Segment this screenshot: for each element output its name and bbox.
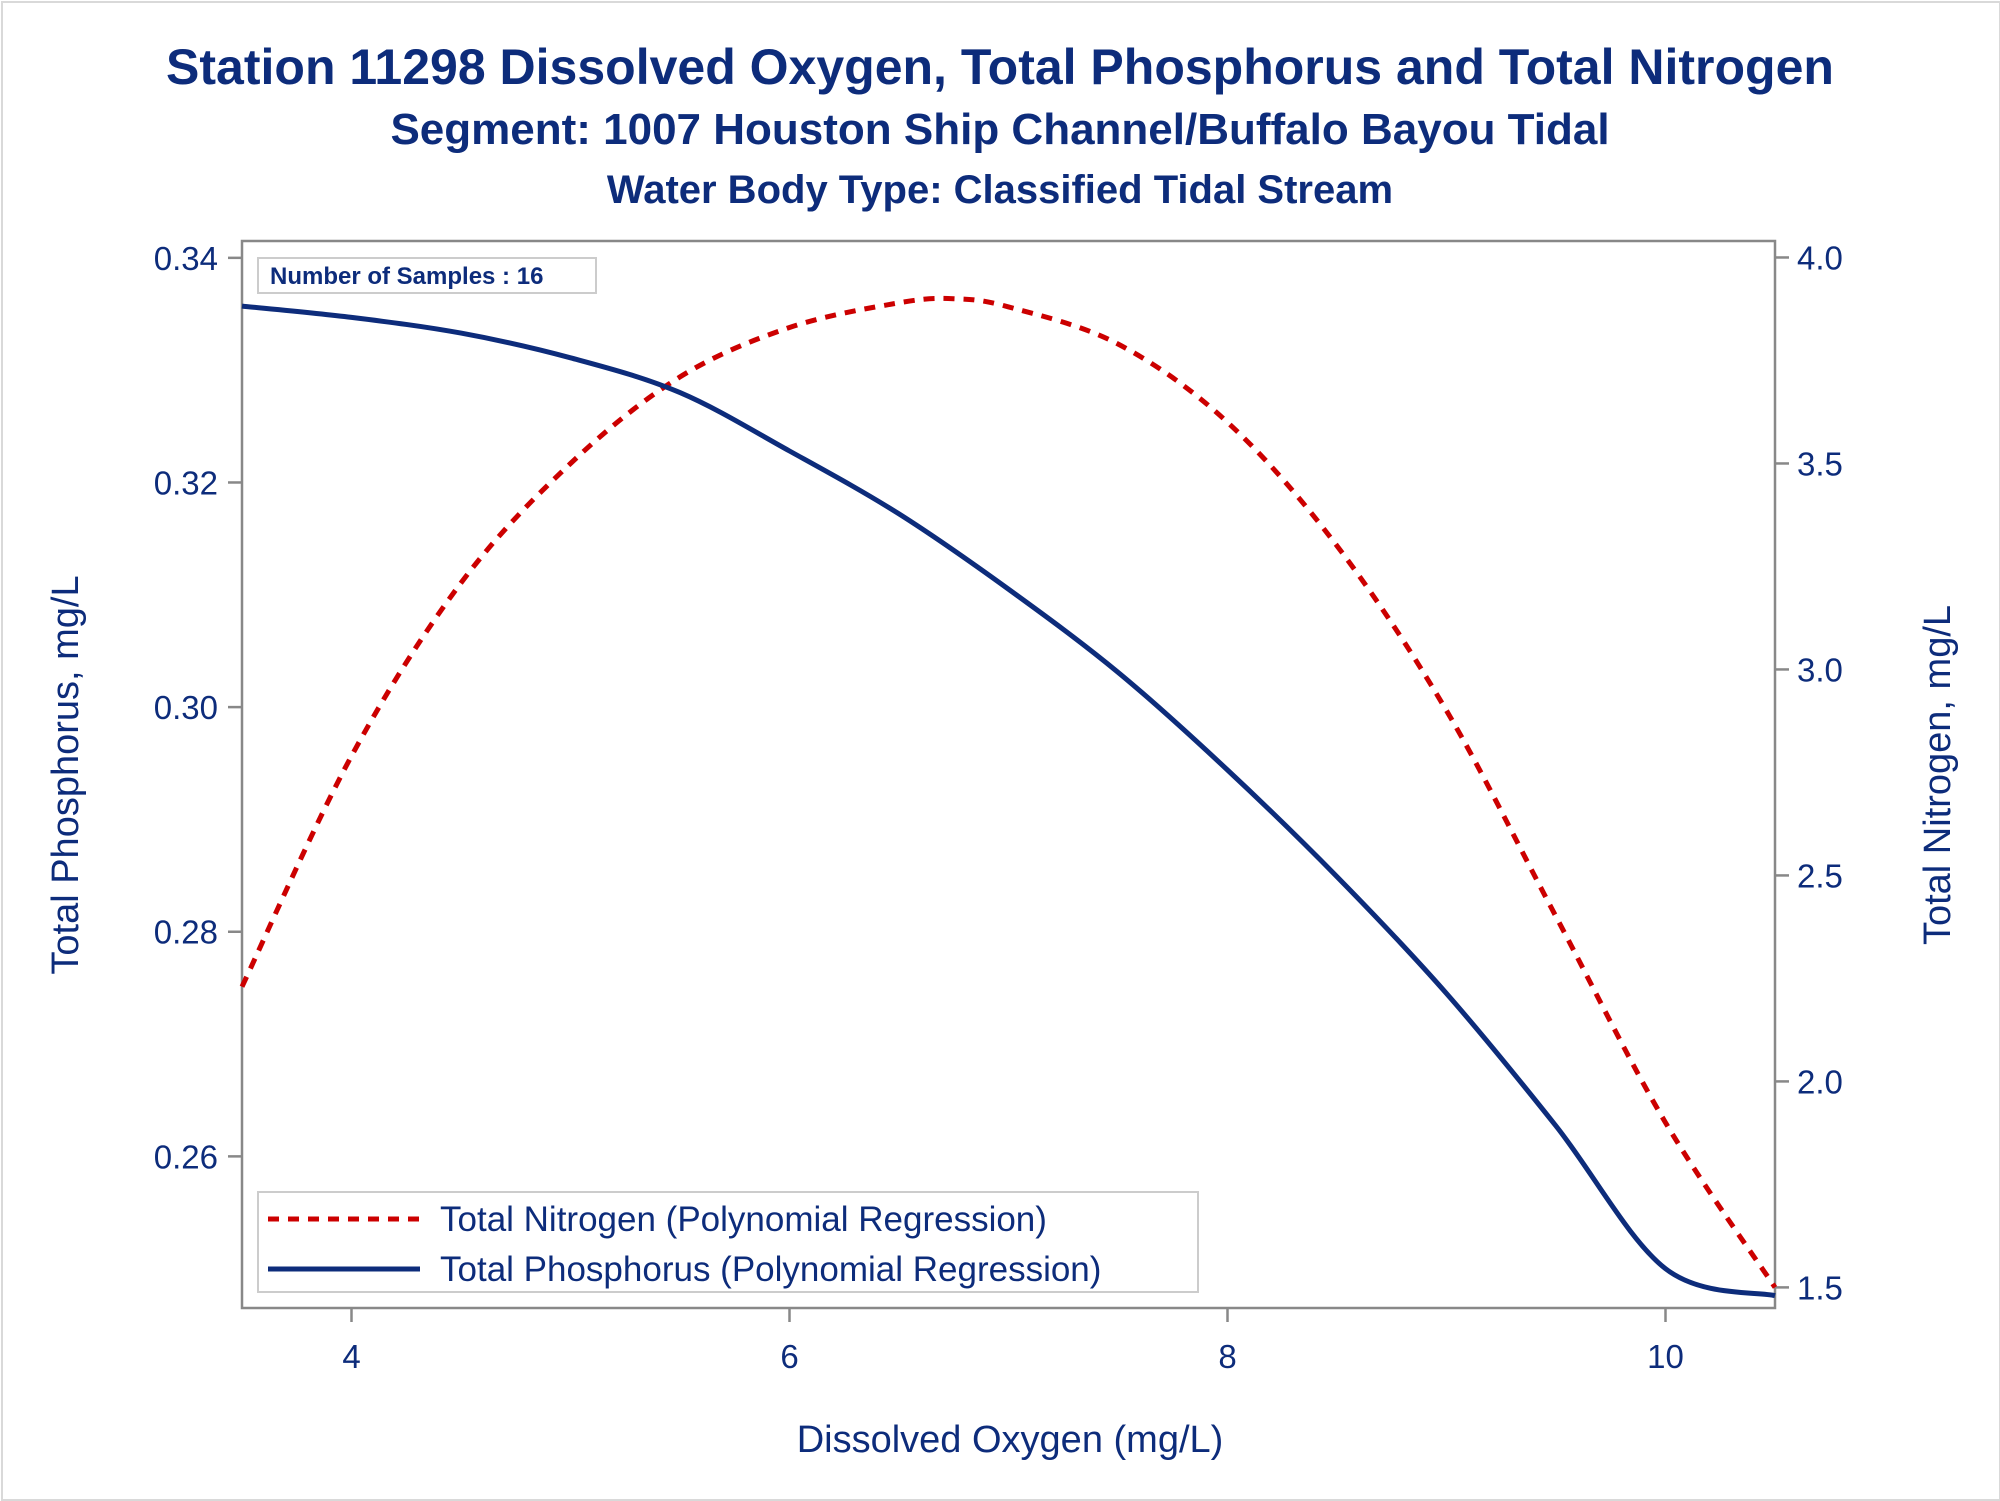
x-tick-label: 8 (1218, 1338, 1236, 1375)
y-axis-right-title: Total Nitrogen, mg/L (1917, 605, 1959, 945)
y-left-tick-label: 0.28 (154, 914, 218, 951)
y-left-tick-label: 0.30 (154, 689, 218, 726)
series-layer (239, 295, 1778, 1299)
y-axis-right: 1.5 2.0 2.5 3.0 3.5 4.0 (1775, 239, 1843, 1306)
y-left-tick-label: 0.32 (154, 464, 218, 501)
x-tick-label: 6 (780, 1338, 798, 1375)
y-right-tick-label: 2.5 (1797, 857, 1843, 894)
y-axis-left-title: Total Phosphorus, mg/L (45, 575, 87, 974)
y-right-tick-label: 2.0 (1797, 1063, 1843, 1100)
x-tick-label: 4 (342, 1338, 360, 1375)
y-left-tick-label: 0.26 (154, 1138, 218, 1175)
y-left-tick-label: 0.34 (154, 240, 218, 277)
sample-count-label: Number of Samples : 16 (270, 263, 543, 290)
x-axis-title: Dissolved Oxygen (mg/L) (797, 1419, 1224, 1461)
legend-frame (257, 1191, 1199, 1293)
legend-label-phosphorus: Total Phosphorus (Polynomial Regression) (440, 1250, 1101, 1289)
y-right-tick-label: 3.0 (1797, 651, 1843, 688)
legend-label-nitrogen: Total Nitrogen (Polynomial Regression) (440, 1200, 1047, 1239)
y-axis-left: 0.26 0.28 0.30 0.32 0.34 (154, 240, 242, 1175)
y-right-tick-label: 1.5 (1797, 1269, 1843, 1306)
sample-count-box: Number of Samples : 16 (257, 257, 597, 294)
chart-subtitle-water-body: Water Body Type: Classified Tidal Stream (606, 168, 1394, 212)
legend: Total Nitrogen (Polynomial Regression) T… (257, 1191, 1199, 1293)
chart-subtitle-segment: Segment: 1007 Houston Ship Channel/Buffa… (390, 105, 1610, 154)
x-axis: 4 6 8 10 (342, 1308, 1684, 1375)
x-tick-label: 10 (1647, 1338, 1684, 1375)
series-line-total-phosphorus (241, 303, 1776, 1299)
plot-area-border (240, 239, 1777, 1310)
series-line-total-nitrogen (239, 295, 1778, 1289)
chart-title: Station 11298 Dissolved Oxygen, Total Ph… (166, 39, 1834, 95)
y-right-tick-label: 3.5 (1797, 445, 1843, 482)
sample-count-frame (257, 257, 597, 294)
y-right-tick-label: 4.0 (1797, 239, 1843, 276)
